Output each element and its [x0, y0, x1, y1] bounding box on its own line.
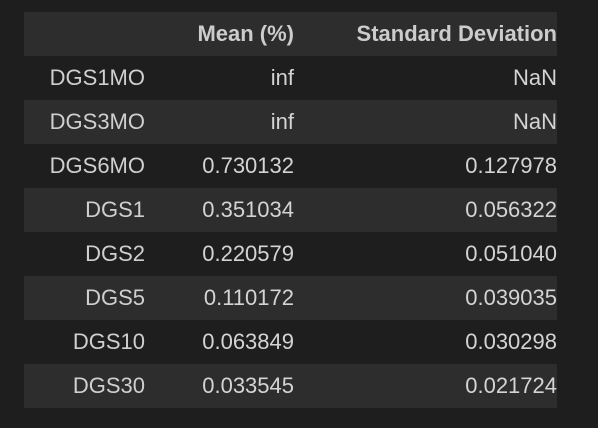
dataframe-table: Mean (%) Standard Deviation DGS1MO inf N… — [24, 12, 557, 408]
cell-std: NaN — [512, 109, 557, 134]
cell-std: 0.051040 — [465, 241, 557, 266]
dataframe-output: Mean (%) Standard Deviation DGS1MO inf N… — [24, 12, 557, 408]
row-index: DGS30 — [72, 373, 145, 398]
row-index: DGS10 — [72, 329, 145, 354]
cell-std: 0.039035 — [465, 285, 557, 310]
table-row: DGS3MO inf NaN — [24, 100, 557, 144]
row-index: DGS5 — [85, 285, 145, 310]
cell-std: NaN — [512, 65, 557, 90]
column-header-mean: Mean (%) — [197, 21, 294, 46]
cell-mean: 0.730132 — [202, 153, 294, 178]
cell-mean: 0.220579 — [202, 241, 294, 266]
cell-std: 0.127978 — [465, 153, 557, 178]
table-row: DGS6MO 0.730132 0.127978 — [24, 144, 557, 188]
table-header-row: Mean (%) Standard Deviation — [24, 12, 557, 56]
row-index: DGS1 — [85, 197, 145, 222]
table-row: DGS30 0.033545 0.021724 — [24, 364, 557, 408]
cell-mean: 0.063849 — [202, 329, 294, 354]
cell-std: 0.030298 — [465, 329, 557, 354]
table-row: DGS5 0.110172 0.039035 — [24, 276, 557, 320]
index-header — [24, 12, 145, 56]
cell-std: 0.021724 — [465, 373, 557, 398]
table-row: DGS10 0.063849 0.030298 — [24, 320, 557, 364]
cell-mean: inf — [270, 109, 294, 134]
cell-std: 0.056322 — [465, 197, 557, 222]
table-row: DGS1 0.351034 0.056322 — [24, 188, 557, 232]
row-index: DGS2 — [85, 241, 145, 266]
table-row: DGS2 0.220579 0.051040 — [24, 232, 557, 276]
cell-mean: inf — [270, 65, 294, 90]
cell-mean: 0.351034 — [202, 197, 294, 222]
cell-mean: 0.110172 — [203, 285, 294, 310]
row-index: DGS3MO — [49, 109, 145, 134]
row-index: DGS1MO — [49, 65, 145, 90]
table-row: DGS1MO inf NaN — [24, 56, 557, 100]
column-header-std: Standard Deviation — [356, 21, 557, 46]
cell-mean: 0.033545 — [202, 373, 294, 398]
row-index: DGS6MO — [49, 153, 145, 178]
